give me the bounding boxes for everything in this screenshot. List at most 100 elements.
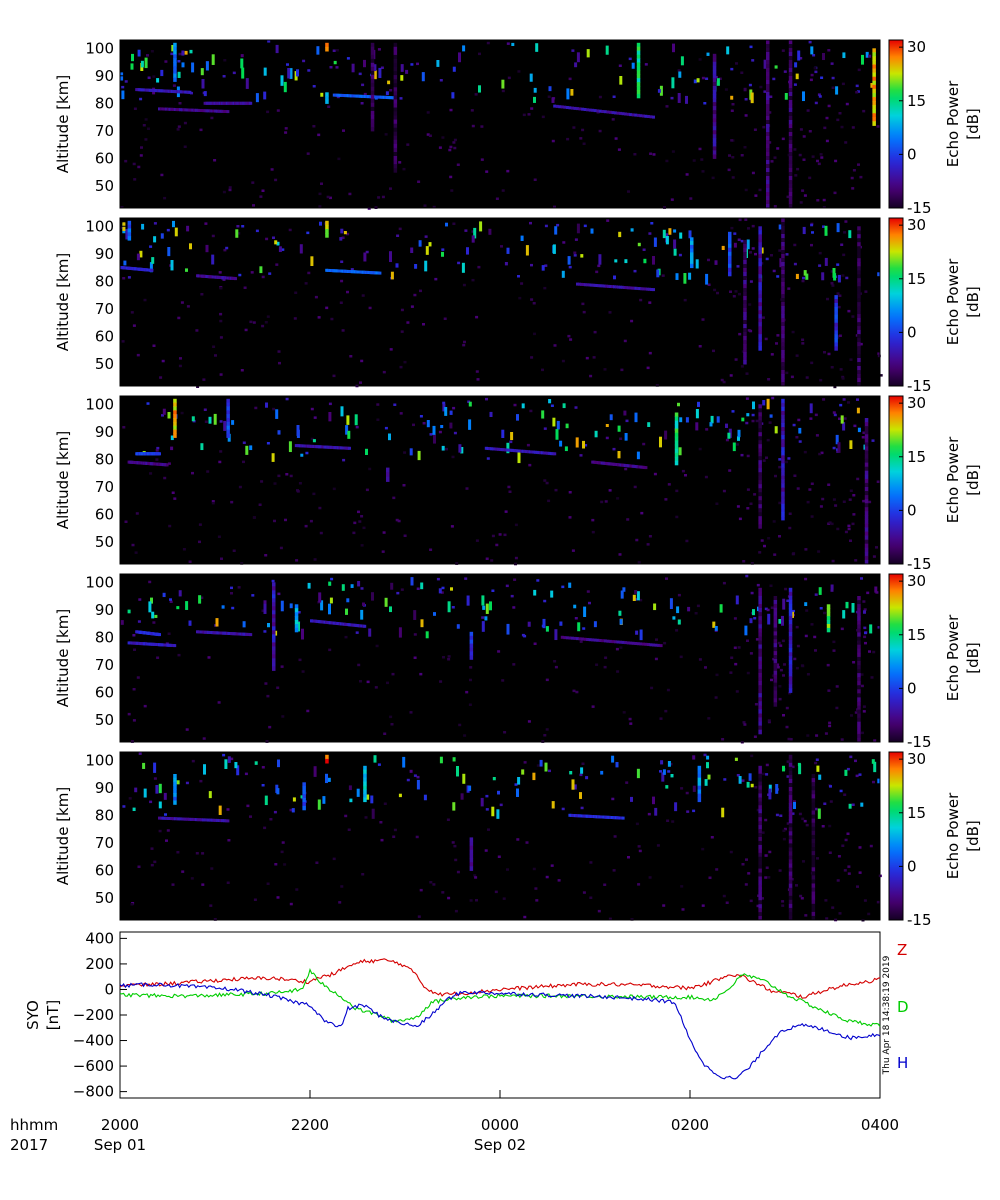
noise-cell [816,857,819,860]
noise-cell [797,418,801,422]
column-echo-9 [773,670,778,676]
column-echo-9 [370,42,375,48]
echo-cell [575,437,579,448]
noise-cell [861,731,864,735]
column-echo-11 [712,69,717,75]
column-echo-11 [834,310,838,316]
column-echo-7 [469,631,474,637]
noise-cell [685,173,689,176]
noise-cell [551,139,555,143]
noise-cell [332,857,336,861]
noise-cell [374,686,378,689]
column-echo-9 [758,480,762,485]
noise-cell [491,589,495,592]
echo-cell [725,423,728,428]
echo-cell [857,427,861,433]
noise-cell [276,109,280,112]
column-echo-12 [857,632,861,638]
noise-cell [821,497,825,501]
noise-cell [603,883,607,886]
column-echo-12 [857,358,861,363]
noise-cell [637,883,641,886]
column-echo-9 [773,635,778,640]
echo-cell [221,605,225,609]
noise-cell [852,494,856,497]
noise-cell [876,480,880,483]
echo-cell [527,621,531,627]
echo-cell [346,598,350,603]
echo-cell [539,759,543,767]
y-tick-label: 60 [95,327,114,345]
noise-cell [625,419,629,423]
column-echo-13 [788,88,793,93]
column-echo-12 [766,52,770,57]
colorbar-title: Echo Power [944,792,962,879]
echo-cell [172,220,175,228]
noise-cell [611,118,615,121]
column-echo-10 [788,611,793,617]
noise-cell [753,735,757,738]
echo-cell [491,806,495,817]
noise-cell [615,647,619,651]
noise-cell [136,676,140,679]
echo-cell [398,793,402,798]
line-y-title: SYO [24,1000,42,1030]
column-echo-8 [636,93,641,99]
echo-cell [714,260,718,265]
noise-cell [677,69,681,72]
column-echo-9 [758,302,762,307]
layer-echo-0 [180,817,184,821]
column-echo-9 [773,674,778,680]
noise-cell [751,59,755,62]
noise-cell [814,649,817,652]
noise-cell [219,319,223,323]
noise-cell [815,734,819,737]
column-echo-9 [758,226,762,231]
column-echo-10 [781,427,785,432]
noise-cell [219,373,223,376]
noise-cell [450,525,454,528]
noise-cell [413,293,417,297]
column-echo-10 [781,318,785,323]
noise-cell [341,329,345,332]
column-echo-12 [766,108,770,113]
noise-cell [153,860,157,864]
echo-cell [877,778,881,784]
column-echo-9 [788,774,793,780]
layer-echo-3 [595,284,599,287]
noise-cell [799,201,803,204]
noise-cell [775,813,779,817]
noise-cell [808,488,812,491]
echo-cell [559,621,563,626]
column-echo-9 [758,294,762,299]
noise-cell [715,502,719,505]
column-echo-10 [781,226,785,231]
echo-cell [158,801,162,809]
echo-cell [421,72,425,82]
noise-cell [765,763,769,767]
noise-cell [122,805,126,808]
echo-cell [263,600,267,607]
echo-cell [191,416,195,422]
colorbar-title: Echo Power [944,80,962,167]
layer-echo-4 [560,105,564,109]
noise-cell [237,232,241,235]
noise-cell [284,518,287,522]
noise-cell [156,446,160,450]
noise-cell [798,153,802,157]
noise-cell [743,723,747,726]
noise-cell [614,137,618,140]
y-tick-label: 100 [85,39,114,57]
echo-cell [849,440,853,449]
column-echo-10 [781,419,785,424]
line-y-tick-label: 400 [85,929,114,947]
layer-echo-3 [385,96,389,99]
echo-cell [296,425,300,436]
column-echo-11 [864,422,869,427]
echo-cell [763,59,767,69]
noise-cell [745,421,749,425]
column-echo-9 [758,274,762,279]
noise-cell [862,499,866,503]
column-echo-5 [173,398,177,404]
noise-cell [453,431,457,435]
